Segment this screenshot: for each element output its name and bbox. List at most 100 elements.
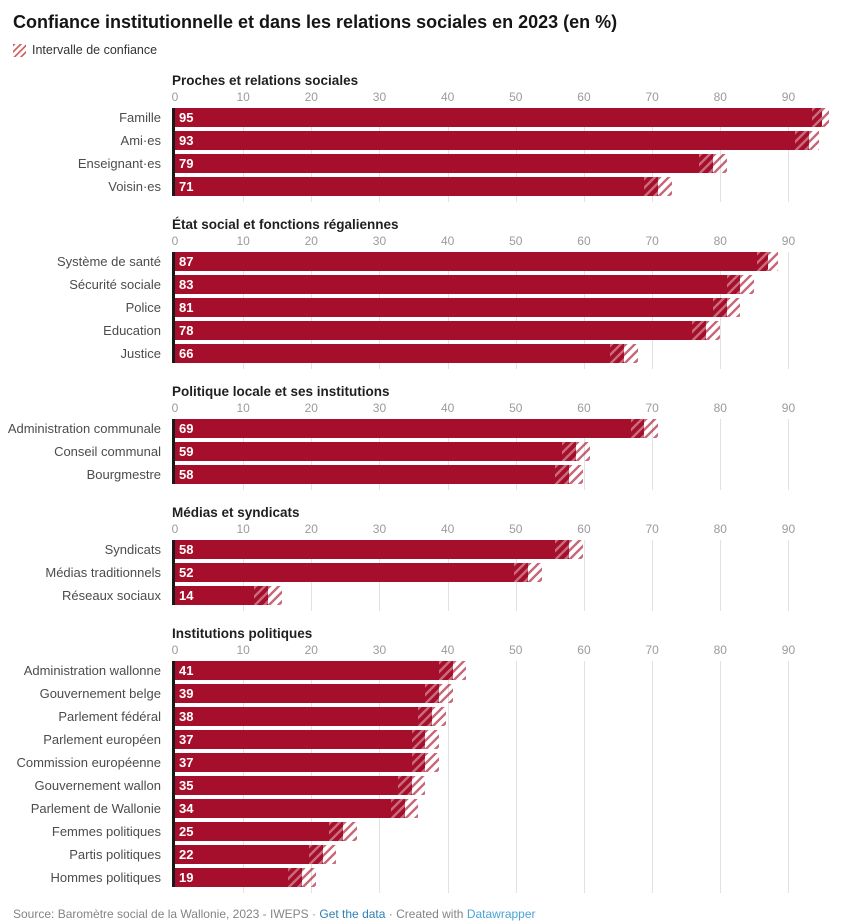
axis-tick-label: 60 xyxy=(577,401,591,415)
group-rows: Administration wallonne 41 Gouvernement be… xyxy=(0,661,843,893)
footer: Source: Baromètre social de la Wallonie,… xyxy=(13,907,830,922)
bar-row: Education 78 xyxy=(0,321,843,340)
confidence-interval-outer xyxy=(569,465,583,484)
axis-tick-label: 70 xyxy=(645,90,659,104)
axis-tick-label: 0 xyxy=(171,522,179,536)
confidence-interval xyxy=(411,730,440,749)
gridline xyxy=(788,661,790,893)
group-title: Politique locale et ses institutions xyxy=(172,384,390,399)
confidence-interval-outer xyxy=(343,822,357,841)
bar-label: Système de santé xyxy=(56,254,161,269)
confidence-interval-inner xyxy=(610,344,624,363)
confidence-interval-inner xyxy=(391,799,405,818)
axis-tick-label: 50 xyxy=(509,643,523,657)
bar-label: Hommes politiques xyxy=(50,870,161,885)
bar-row: Hommes politiques 19 xyxy=(0,868,843,887)
bar-plot: 83 xyxy=(172,275,843,294)
bar-row: Administration communale 69 xyxy=(0,419,843,438)
bar-plot: 87 xyxy=(172,252,843,271)
bar-label: Médias traditionnels xyxy=(45,565,161,580)
bar: 58 xyxy=(172,540,570,559)
bar-row: Parlement européen 37 xyxy=(0,730,843,749)
axis-tick-label: 80 xyxy=(713,522,727,536)
bar-label: Femmes politiques xyxy=(51,824,161,839)
bar-plot: 19 xyxy=(172,868,843,887)
confidence-interval xyxy=(795,131,820,150)
bar-plot: 79 xyxy=(172,154,843,173)
axis-tick-label: 20 xyxy=(304,401,318,415)
gridline xyxy=(515,661,517,893)
chart-group: Politique locale et ses institutions 0 10 2… xyxy=(0,383,843,490)
confidence-interval-inner xyxy=(397,776,412,795)
confidence-interval-inner xyxy=(555,465,570,484)
bar-plot: 52 xyxy=(172,563,843,582)
confidence-interval-outer xyxy=(267,586,282,605)
bar: 58 xyxy=(172,465,570,484)
gridline xyxy=(447,661,449,893)
gridline xyxy=(652,661,654,893)
separator: · xyxy=(312,907,317,921)
confidence-interval-outer xyxy=(808,131,820,150)
bar: 35 xyxy=(172,776,412,795)
bar: 66 xyxy=(172,344,624,363)
axis-baseline xyxy=(172,108,175,196)
confidence-interval-outer xyxy=(822,108,830,127)
bar-value: 35 xyxy=(179,778,194,793)
axis-tick-label: 50 xyxy=(509,234,523,248)
axis-tick-label: 80 xyxy=(713,643,727,657)
confidence-interval xyxy=(812,108,830,127)
datawrapper-link[interactable]: Datawrapper xyxy=(466,907,536,921)
confidence-interval-outer xyxy=(767,252,778,271)
axis-tick-label: 20 xyxy=(304,643,318,657)
bar: 38 xyxy=(172,707,433,726)
bar-label: Administration wallonne xyxy=(23,663,161,678)
bar-value: 41 xyxy=(179,663,194,678)
bar-label: Ami·es xyxy=(120,133,161,148)
bar-plot: 35 xyxy=(172,776,843,795)
bar: 19 xyxy=(172,868,303,887)
axis-tick-label: 10 xyxy=(236,643,250,657)
bar-plot: 78 xyxy=(172,321,843,340)
legend: Intervalle de confiance xyxy=(13,44,843,57)
bar: 87 xyxy=(172,252,768,271)
bar-plot: 58 xyxy=(172,465,843,484)
confidence-interval xyxy=(397,776,426,795)
chart-title: Confiance institutionnelle et dans les r… xyxy=(13,12,618,32)
bar-plot: 34 xyxy=(172,799,843,818)
bar-plot: 59 xyxy=(172,442,843,461)
confidence-interval-outer xyxy=(322,845,337,864)
bar: 14 xyxy=(172,586,268,605)
confidence-interval-inner xyxy=(418,707,433,726)
bar-plot: 81 xyxy=(172,298,843,317)
confidence-interval-outer xyxy=(623,344,638,363)
axis-tick-label: 30 xyxy=(372,90,387,104)
bar-plot: 93 xyxy=(172,131,843,150)
axis-tick-label: 70 xyxy=(645,401,659,415)
confidence-interval-inner xyxy=(692,321,707,340)
confidence-interval xyxy=(562,442,590,461)
chart-group: Médias et syndicats 0 10 20 30 40 50 60 70 80 90 Sy… xyxy=(0,504,843,611)
confidence-interval-inner xyxy=(630,419,645,438)
confidence-interval-inner xyxy=(812,108,823,127)
confidence-interval xyxy=(439,661,467,680)
confidence-interval-inner xyxy=(757,252,768,271)
bar-value: 87 xyxy=(179,254,194,269)
axis-tick-row: 0 10 20 30 40 50 60 70 80 90 xyxy=(172,90,843,105)
bar-value: 59 xyxy=(179,444,194,459)
bar-plot: 69 xyxy=(172,419,843,438)
gridline xyxy=(720,661,722,893)
get-the-data-link[interactable]: Get the data xyxy=(319,907,386,921)
confidence-interval xyxy=(644,177,672,196)
axis-tick-label: 0 xyxy=(171,401,179,415)
source-text: Source: Baromètre social de la Wallonie,… xyxy=(13,907,309,921)
confidence-interval-inner xyxy=(288,868,303,887)
axis-tick-label: 90 xyxy=(781,234,796,248)
bar-label: Parlement européen xyxy=(43,732,161,747)
confidence-interval-outer xyxy=(439,684,453,703)
bar: 81 xyxy=(172,298,727,317)
bar-plot: 37 xyxy=(172,730,843,749)
axis-tick-label: 90 xyxy=(781,401,796,415)
bar-label: Justice xyxy=(120,346,161,361)
bar-row: Médias traditionnels 52 xyxy=(0,563,843,582)
axis-tick-label: 90 xyxy=(781,522,796,536)
